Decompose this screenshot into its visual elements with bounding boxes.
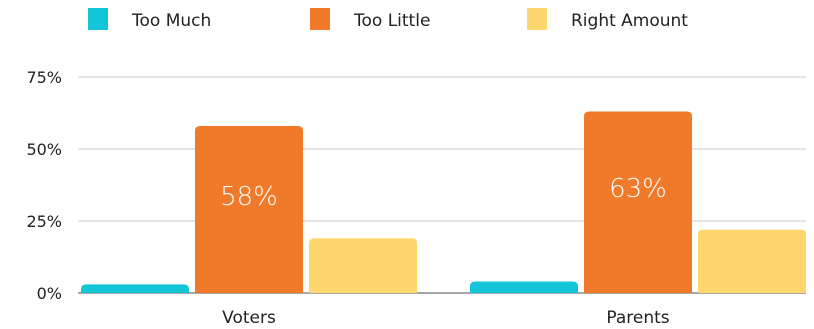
- data-label-parents-too-little: 63%: [609, 174, 667, 204]
- legend: Too Much Too Little Right Amount: [88, 8, 688, 31]
- legend-swatch-right-amount: [527, 8, 547, 30]
- x-category-label-voters: Voters: [222, 308, 276, 328]
- bars: 58% 63%: [81, 111, 806, 294]
- y-tick-label: 50%: [26, 140, 62, 159]
- y-tick-label: 0%: [37, 284, 62, 303]
- legend-item-too-much: Too Much: [88, 8, 211, 31]
- bar-parents-too-much: [470, 281, 578, 293]
- legend-label-too-much: Too Much: [131, 11, 211, 31]
- data-label-voters-too-little: 58%: [220, 182, 278, 212]
- gridlines: [78, 76, 806, 294]
- bar-parents-too-little: [584, 111, 692, 293]
- bar-voters-too-little: [195, 125, 303, 294]
- y-tick-label: 25%: [26, 212, 62, 231]
- legend-label-right-amount: Right Amount: [571, 11, 688, 31]
- legend-item-right-amount: Right Amount: [527, 8, 688, 31]
- y-axis: 0% 25% 50% 75%: [26, 68, 62, 303]
- legend-item-too-little: Too Little: [310, 8, 430, 31]
- bar-voters-right-amount: [309, 238, 417, 293]
- x-category-label-parents: Parents: [606, 308, 669, 328]
- x-axis: Voters Parents: [222, 308, 670, 328]
- legend-swatch-too-much: [88, 8, 108, 30]
- bar-voters-too-much: [81, 284, 189, 293]
- legend-swatch-too-little: [310, 8, 330, 30]
- legend-label-too-little: Too Little: [353, 11, 430, 31]
- bar-parents-right-amount: [698, 229, 806, 293]
- y-tick-label: 75%: [26, 68, 62, 87]
